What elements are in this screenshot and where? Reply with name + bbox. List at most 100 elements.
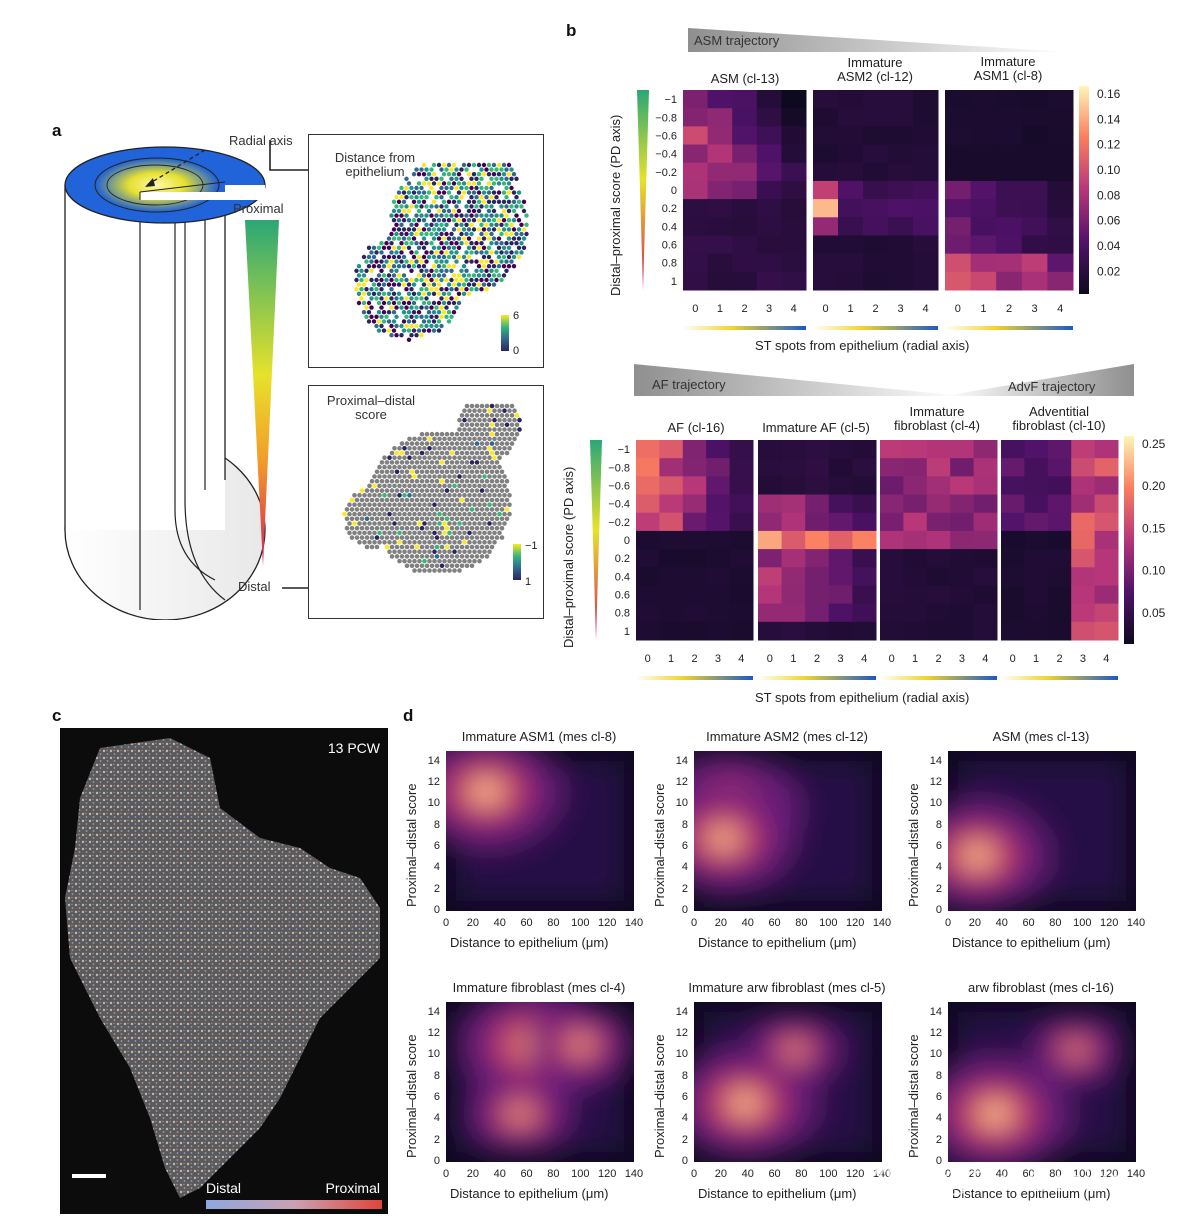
- density-ytick: 8: [681, 1069, 688, 1082]
- density-ytick: 6: [935, 1091, 942, 1103]
- panel-label-d: d: [403, 706, 414, 725]
- density-xtick: 100: [1073, 917, 1092, 929]
- tissue-image: 13 PCW Distal Proximal: [60, 728, 388, 1214]
- proximal-label: Proximal: [233, 201, 284, 216]
- svg-text:3: 3: [1080, 653, 1086, 665]
- svg-text:3: 3: [715, 653, 721, 665]
- svg-text:0.2: 0.2: [615, 553, 630, 565]
- density-ytick: 8: [433, 1069, 440, 1082]
- watermark: 知乎 @Evil Genius: [872, 1165, 1123, 1198]
- density-ytick: 12: [929, 776, 942, 788]
- distal-label: Distal: [238, 579, 271, 594]
- density-ytick: 14: [427, 754, 440, 767]
- density-xtick: 100: [819, 917, 838, 929]
- density-ytick: 8: [433, 818, 440, 831]
- density-xtick: 80: [547, 917, 560, 929]
- svg-text:0.4: 0.4: [615, 571, 630, 583]
- svg-text:0.4: 0.4: [662, 221, 677, 233]
- pd-score-map-label: Proximal–distal score: [326, 393, 416, 422]
- svg-text:3: 3: [766, 303, 772, 315]
- svg-text:−0.2: −0.2: [655, 167, 677, 179]
- density-plots-area: Immature ASM1 (mes cl-8) 14 12 10 8 6 4 2 0 0 20 40…: [400, 722, 1200, 1227]
- density-ytick: 10: [427, 1048, 440, 1061]
- density-ytick: 12: [427, 776, 440, 788]
- distance-colorbar: [501, 315, 509, 351]
- pd-score-map-box: Proximal–distal score −1 1: [308, 385, 544, 619]
- distal-proximal-legend-bar: [206, 1200, 382, 1209]
- density-ytick: 2: [681, 1133, 688, 1146]
- density-ytick: 6: [681, 840, 688, 852]
- density-xtick: 100: [571, 917, 590, 929]
- density-xtick: 120: [1099, 1168, 1119, 1180]
- svg-text:−0.6: −0.6: [608, 480, 630, 492]
- density-ytick: 8: [935, 818, 942, 831]
- svg-text:−1: −1: [664, 94, 677, 106]
- legend-distal: Distal: [206, 1180, 242, 1196]
- svg-text:0.2: 0.2: [662, 203, 677, 215]
- svg-text:4: 4: [1057, 303, 1063, 315]
- svg-text:1: 1: [1033, 653, 1039, 665]
- svg-text:−0.6: −0.6: [655, 130, 677, 142]
- scale-bar: [72, 1174, 106, 1178]
- svg-text:0: 0: [955, 303, 961, 315]
- density-xtick: 40: [995, 1168, 1008, 1180]
- density-ytick: 4: [935, 861, 942, 874]
- distance-map-label: Distance from epithelium: [334, 150, 416, 179]
- density-xtick: 120: [845, 917, 865, 929]
- density-xtick: 0: [442, 917, 450, 929]
- density-y-axis-label: Proximal–distal score: [652, 783, 667, 907]
- svg-text:3: 3: [897, 303, 903, 315]
- panel-label-c: c: [52, 706, 62, 725]
- svg-text:0: 0: [671, 185, 677, 197]
- density-xtick: 20: [714, 917, 727, 929]
- svg-text:0: 0: [822, 303, 828, 315]
- svg-text:−0.4: −0.4: [655, 149, 677, 161]
- svg-text:0: 0: [645, 653, 651, 665]
- svg-text:1: 1: [847, 303, 853, 315]
- density-xtick: 20: [968, 1168, 981, 1180]
- density-ytick: 10: [675, 797, 688, 810]
- density-ytick: 4: [433, 861, 440, 874]
- svg-text:2: 2: [691, 653, 697, 665]
- density-ytick: 4: [935, 1112, 942, 1125]
- density-ytick: 12: [929, 1027, 942, 1039]
- density-y-axis-label: Proximal–distal score: [404, 783, 419, 907]
- density-ytick: 0: [433, 1155, 440, 1167]
- density-title-0: Immature ASM1 (mes cl-8): [461, 729, 617, 744]
- hm-title-immature-af: Immature AF (cl-5): [762, 420, 870, 435]
- svg-text:4: 4: [982, 653, 988, 665]
- svg-text:0.6: 0.6: [662, 240, 677, 252]
- density-xtick: 140: [624, 917, 644, 929]
- density-ytick: 4: [681, 861, 688, 874]
- density-ytick: 4: [681, 1112, 688, 1125]
- stage-label: 13 PCW: [327, 740, 380, 756]
- hm-title-asm-cl13: ASM (cl-13): [710, 71, 780, 86]
- density-xtick: 60: [768, 917, 781, 929]
- af-trajectory-label: AF trajectory: [652, 377, 726, 392]
- svg-text:3: 3: [1032, 303, 1038, 315]
- density-x-axis-label: Distance to epithelium (μm): [450, 1186, 609, 1201]
- density-xtick: 0: [690, 1168, 698, 1180]
- density-ytick: 0: [935, 904, 942, 916]
- density-ytick: 10: [929, 797, 942, 810]
- density-ytick: 12: [675, 776, 688, 788]
- svg-text:0: 0: [1010, 653, 1016, 665]
- svg-text:4: 4: [922, 303, 928, 315]
- af-advf-trajectory-banner: [634, 364, 1134, 396]
- svg-text:4: 4: [738, 653, 744, 665]
- density-y-axis-label: Proximal–distal score: [906, 783, 921, 907]
- density-ytick: 2: [433, 1133, 440, 1146]
- hm-title-immature-asm1: Immature ASM1 (cl-8): [973, 54, 1043, 83]
- svg-text:0.16: 0.16: [1097, 87, 1121, 101]
- hm-title-immature-fibroblast: Immature fibroblast (cl-4): [894, 404, 980, 433]
- svg-text:0.12: 0.12: [1097, 138, 1121, 152]
- density-xtick: 60: [1022, 917, 1035, 929]
- density-ytick: 2: [935, 1133, 942, 1146]
- density-xtick: 20: [466, 917, 479, 929]
- density-xtick: 120: [1099, 917, 1119, 929]
- top-heatmap-group: 0 1 2 3 4 0 1 2 3 4 0 1 2 3 4 −1 −0.8 −0.6 −0.4 −0.2 0 0.2 0.4…: [637, 86, 1121, 330]
- distance-map-box: Distance from epithelium 6 0: [308, 134, 544, 368]
- density-ytick: 12: [427, 1027, 440, 1039]
- svg-text:0.08: 0.08: [1097, 188, 1121, 202]
- density-plot-0: [446, 751, 634, 911]
